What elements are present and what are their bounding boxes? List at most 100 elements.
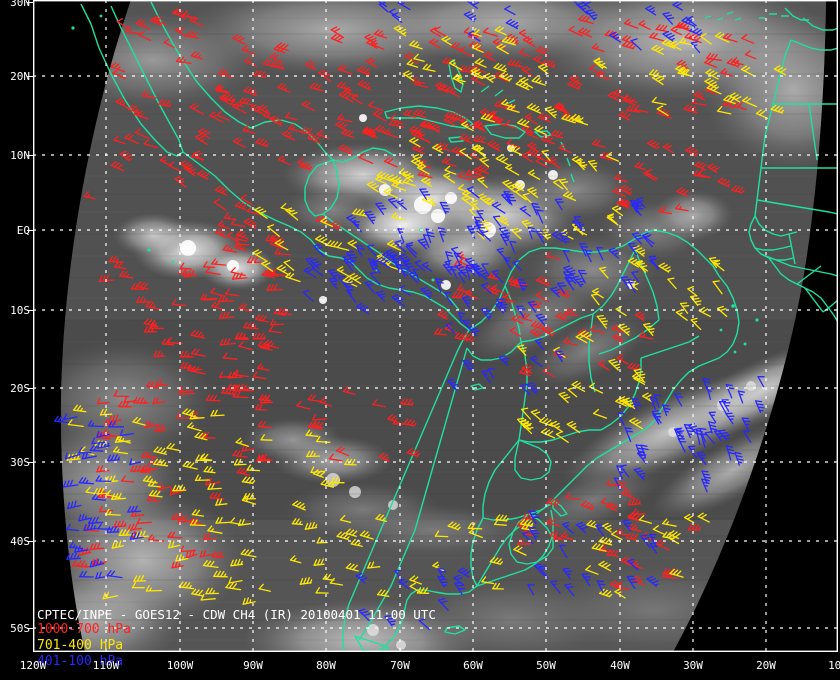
wind-barb — [694, 161, 707, 171]
wind-barb — [457, 272, 466, 284]
wind-barb — [238, 341, 254, 351]
wind-barb — [242, 597, 256, 605]
wind-barb — [479, 108, 492, 119]
wind-barb — [378, 452, 390, 463]
wind-barb — [540, 134, 556, 145]
wind-barb — [501, 98, 515, 109]
y-tick-20N: 20N — [10, 70, 30, 83]
wind-barb — [564, 583, 575, 597]
wind-barb — [141, 90, 157, 99]
wind-barb — [708, 411, 717, 424]
wind-barb — [398, 254, 411, 266]
wind-barb — [369, 271, 381, 286]
wind-barb — [591, 543, 607, 552]
wind-barb — [697, 512, 710, 523]
wind-barb — [496, 298, 508, 312]
wind-barb — [95, 475, 112, 483]
wind-barb — [634, 311, 645, 322]
wind-barb — [481, 576, 495, 585]
map-canvas — [33, 0, 838, 652]
wind-barb — [269, 115, 283, 127]
wind-barb — [301, 100, 316, 112]
wind-barb — [443, 172, 456, 184]
wind-barb — [635, 260, 648, 273]
wind-barb — [631, 271, 640, 283]
wind-barb — [418, 618, 431, 631]
wind-barb — [398, 578, 410, 590]
wind-barb — [629, 417, 643, 430]
wind-barb — [238, 97, 254, 106]
wind-barb — [675, 21, 690, 30]
wind-barb — [142, 475, 158, 484]
wind-barb — [209, 287, 225, 297]
wind-barb — [494, 25, 507, 36]
wind-barb — [651, 96, 667, 106]
wind-barb — [375, 513, 388, 523]
wind-barb — [91, 437, 106, 445]
wind-barb — [171, 512, 185, 521]
wind-barb — [229, 517, 243, 526]
wind-barb — [189, 519, 206, 527]
wind-barb — [252, 332, 267, 340]
wind-barb — [217, 68, 234, 78]
wind-barb — [521, 407, 531, 420]
wind-barb — [67, 500, 82, 510]
wind-barb — [411, 157, 424, 169]
wind-barb — [132, 416, 146, 426]
y-tick-30S: 30S — [10, 456, 30, 469]
wind-barb — [567, 79, 581, 90]
wind-barb — [531, 202, 542, 216]
wind-barb — [313, 558, 325, 566]
wind-barb — [737, 390, 745, 404]
wind-barb — [125, 26, 142, 35]
wind-barb — [372, 399, 386, 408]
wind-barb — [222, 244, 238, 253]
wind-barb — [336, 81, 352, 92]
wind-barb — [91, 493, 106, 501]
wind-barb — [252, 371, 267, 380]
wind-barb — [723, 95, 736, 105]
wind-barb — [638, 331, 654, 340]
wind-barb — [517, 538, 532, 546]
wind-barb — [66, 552, 81, 560]
wind-barb — [124, 133, 140, 145]
wind-barb — [358, 608, 371, 622]
wind-barb — [339, 514, 352, 524]
wind-barb — [675, 203, 689, 212]
wind-barb — [119, 429, 134, 437]
wind-barb — [255, 314, 269, 323]
wind-barb — [754, 400, 765, 414]
wind-barb — [355, 245, 365, 257]
wind-barb — [241, 444, 255, 452]
wind-barb — [558, 178, 569, 191]
wind-barb — [451, 246, 462, 260]
wind-barb — [88, 516, 104, 524]
wind-barb — [690, 41, 701, 54]
wind-barb — [679, 302, 690, 314]
wind-barb — [437, 598, 449, 611]
wind-barb — [598, 536, 613, 546]
wind-barb — [322, 573, 335, 581]
wind-barb — [676, 187, 689, 198]
wind-barb — [649, 258, 660, 270]
wind-barb — [640, 534, 651, 549]
wind-barb — [271, 268, 287, 277]
wind-barb — [534, 125, 547, 136]
wind-barb — [564, 276, 575, 291]
wind-barb — [392, 418, 406, 425]
plot-area — [33, 0, 838, 652]
wind-barb — [175, 55, 192, 65]
wind-barb — [656, 105, 669, 117]
wind-barb — [367, 561, 381, 569]
wind-barb — [505, 163, 520, 176]
wind-barb — [714, 31, 730, 43]
wind-barb — [490, 110, 504, 121]
wind-barb — [201, 431, 216, 439]
wind-barb — [268, 325, 282, 334]
wind-barb — [232, 391, 249, 399]
wind-barb — [262, 111, 276, 121]
wind-barb — [210, 409, 225, 417]
wind-barb — [627, 523, 642, 532]
wind-barb — [531, 320, 545, 330]
wind-barb — [358, 153, 374, 164]
